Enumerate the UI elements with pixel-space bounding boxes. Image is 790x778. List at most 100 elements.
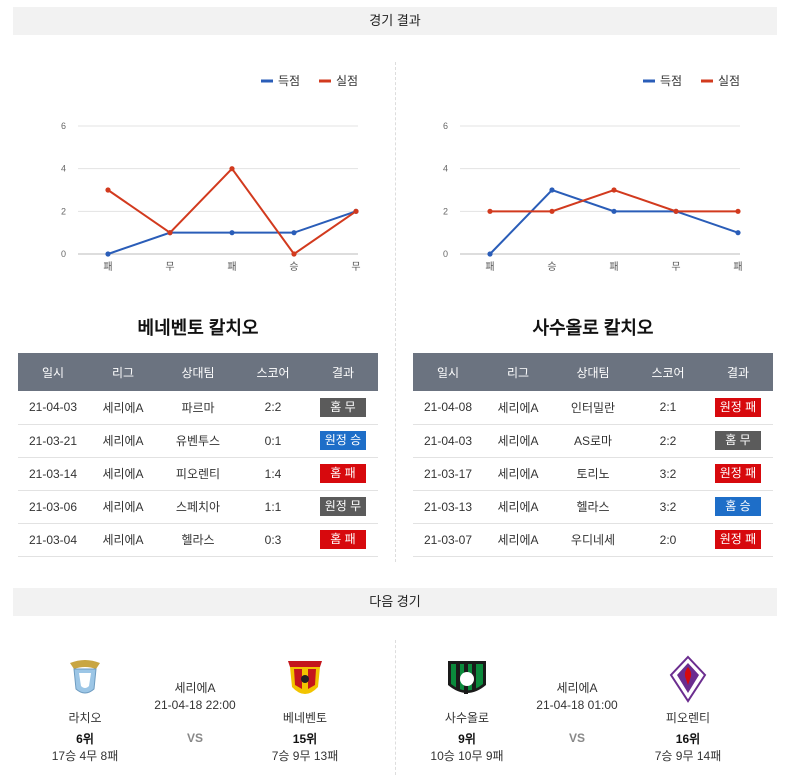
result-badge: 홈 승 — [715, 497, 761, 516]
point-scored — [549, 187, 555, 193]
lazio-crest-icon — [60, 655, 110, 705]
y-tick-label: 2 — [61, 206, 66, 216]
cell-opponent: 우디네세 — [553, 523, 633, 557]
next-match-1-away: 베네벤토 15위 7승 9무 13패 — [260, 655, 350, 764]
table-row: 21-04-03 세리에A 파르마 2:2 홈 무 — [18, 391, 378, 425]
result-badge: 원정 무 — [320, 497, 366, 516]
sassuolo-crest-icon — [442, 655, 492, 705]
fiorentina-crest-icon — [663, 655, 713, 705]
point-conceded — [291, 251, 297, 257]
next-divider — [395, 640, 396, 775]
next-1-away-record: 7승 9무 13패 — [271, 749, 339, 763]
cell-score: 1:1 — [238, 490, 308, 524]
cell-score: 0:3 — [238, 523, 308, 557]
next-2-home-rank: 9위 — [458, 732, 476, 746]
x-tick-label: 패 — [609, 261, 618, 273]
next-1-datetime: 21-04-18 22:00 — [154, 698, 236, 712]
point-conceded — [167, 230, 173, 236]
result-badge: 원정 패 — [715, 464, 761, 483]
legend-scored-label: 득점 — [660, 74, 682, 88]
point-scored — [105, 251, 111, 257]
cell-date: 21-03-14 — [18, 457, 88, 491]
cell-result: 원정 패 — [703, 457, 773, 491]
cell-result: 홈 패 — [308, 523, 378, 557]
results-section-title: 경기 결과 — [13, 7, 777, 35]
x-tick-label: 승 — [547, 261, 556, 273]
table-row: 21-03-14 세리에A 피오렌티 1:4 홈 패 — [18, 457, 378, 491]
cell-result: 원정 패 — [703, 391, 773, 425]
cell-league: 세리에A — [88, 424, 158, 458]
table-row: 21-04-08 세리에A 인터밀란 2:1 원정 패 — [413, 391, 773, 425]
y-tick-label: 2 — [443, 206, 448, 216]
team-name-left: 베네벤토 칼치오 — [137, 318, 259, 338]
cell-opponent: AS로마 — [553, 424, 633, 458]
x-tick-label: 패 — [227, 261, 236, 273]
next-match-1-home: 라치오 6위 17승 4무 8패 — [40, 655, 130, 764]
next-1-vs: VS — [187, 731, 204, 745]
table-row: 21-03-07 세리에A 우디네세 2:0 원정 패 — [413, 523, 773, 557]
cell-score: 2:1 — [633, 391, 703, 425]
cell-opponent: 헬라스 — [553, 490, 633, 524]
cell-league: 세리에A — [483, 523, 553, 557]
result-badge: 홈 패 — [320, 464, 366, 483]
next-1-league: 세리에A — [174, 681, 216, 695]
point-conceded — [353, 208, 359, 214]
next-2-home-record: 10승 10무 9패 — [430, 749, 504, 763]
result-badge: 원정 패 — [715, 397, 761, 417]
cell-result: 원정 무 — [308, 490, 378, 524]
team-name-right: 사수올로 칼치오 — [532, 318, 654, 338]
results-table-left: 일시 리그 상대팀 스코어 결과 21-04-03 세리에A 파르마 2:2 홈 무 21… — [18, 353, 378, 557]
next-2-home-name: 사수올로 — [444, 711, 490, 725]
legend-conceded-label: 실점 — [336, 74, 358, 88]
cell-score: 2:0 — [633, 523, 703, 557]
y-tick-label: 6 — [61, 121, 66, 131]
x-tick-label: 승 — [289, 261, 298, 273]
table-row: 21-04-03 세리에A AS로마 2:2 홈 무 — [413, 424, 773, 458]
cell-league: 세리에A — [88, 523, 158, 557]
y-tick-label: 0 — [61, 249, 66, 259]
cell-league: 세리에A — [483, 490, 553, 524]
header-opponent: 상대팀 — [158, 353, 238, 391]
point-scored — [611, 208, 617, 214]
cell-opponent: 토리노 — [553, 457, 633, 491]
point-scored — [229, 230, 235, 236]
cell-date: 21-03-21 — [18, 424, 88, 458]
next-section-title: 다음 경기 — [13, 588, 777, 616]
header-date: 일시 — [18, 353, 88, 391]
cell-result: 원정 승 — [308, 424, 378, 458]
table-row: 21-03-21 세리에A 유벤투스 0:1 원정 승 — [18, 424, 378, 458]
table-row: 21-03-06 세리에A 스페치아 1:1 원정 무 — [18, 490, 378, 524]
next-2-vs: VS — [569, 731, 586, 745]
point-conceded — [229, 166, 235, 172]
x-tick-label: 패 — [103, 261, 112, 273]
point-scored — [487, 251, 493, 257]
cell-date: 21-03-07 — [413, 523, 483, 557]
y-tick-label: 4 — [443, 164, 448, 174]
x-tick-label: 패 — [485, 261, 494, 273]
cell-date: 21-03-17 — [413, 457, 483, 491]
legend-conceded-label: 실점 — [718, 74, 740, 88]
result-badge: 원정 승 — [320, 431, 366, 450]
x-tick-label: 무 — [671, 262, 680, 273]
cell-score: 0:1 — [238, 424, 308, 458]
next-match-2-home: 사수올로 9위 10승 10무 9패 — [422, 655, 512, 764]
x-tick-label: 패 — [733, 261, 742, 273]
y-tick-label: 0 — [443, 249, 448, 259]
cell-result: 홈 승 — [703, 490, 773, 524]
series-line-scored — [489, 188, 739, 255]
next-2-league: 세리에A — [556, 681, 598, 695]
cell-league: 세리에A — [88, 457, 158, 491]
cell-score: 3:2 — [633, 457, 703, 491]
header-league: 리그 — [483, 353, 553, 391]
chart-legend: 득점 실점 — [261, 74, 358, 88]
y-tick-label: 6 — [443, 121, 448, 131]
cell-date: 21-03-04 — [18, 523, 88, 557]
result-badge: 홈 무 — [320, 397, 366, 417]
next-match-1-info: 세리에A 21-04-18 22:00 — [140, 680, 250, 714]
cell-league: 세리에A — [483, 457, 553, 491]
table-row: 21-03-17 세리에A 토리노 3:2 원정 패 — [413, 457, 773, 491]
cell-opponent: 인터밀란 — [553, 391, 633, 425]
cell-result: 홈 무 — [308, 391, 378, 425]
x-tick-label: 무 — [165, 262, 174, 273]
table-row: 21-03-04 세리에A 헬라스 0:3 홈 패 — [18, 523, 378, 557]
